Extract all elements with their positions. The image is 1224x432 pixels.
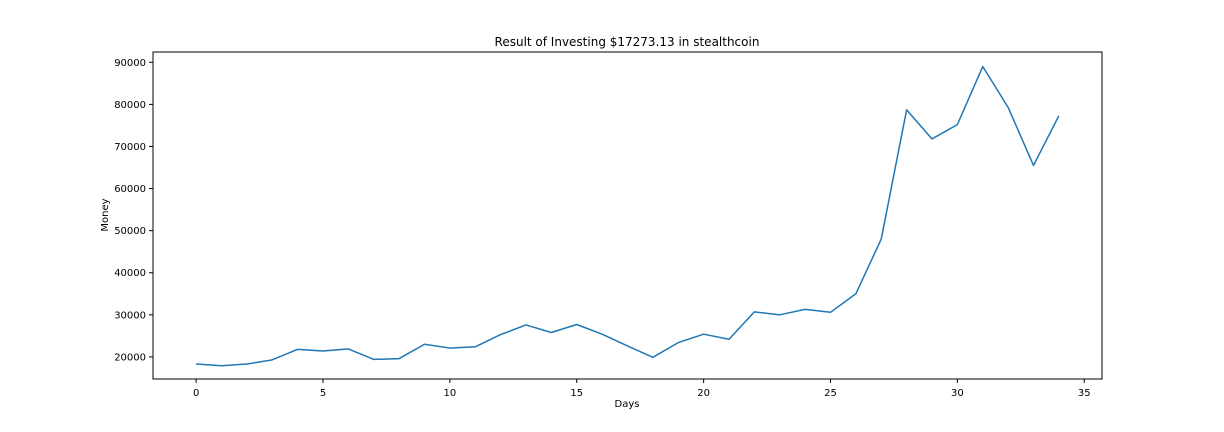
y-tick-label: 20000 — [114, 352, 146, 363]
y-tick-label: 70000 — [114, 142, 146, 153]
series-line-0 — [196, 65, 1060, 367]
x-axis-label: Days — [615, 399, 640, 410]
chart-title: Result of Investing $17273.13 in stealth… — [495, 35, 760, 49]
x-tick-label: 15 — [570, 388, 583, 399]
y-tick-label: 40000 — [114, 268, 146, 279]
plot-area — [152, 51, 1103, 380]
y-tick-label: 80000 — [114, 100, 146, 111]
x-tick-label: 10 — [444, 388, 457, 399]
series-layer — [196, 65, 1060, 367]
y-axis-label: Money — [100, 198, 111, 231]
y-tick-label: 50000 — [114, 226, 146, 237]
y-tick-label: 30000 — [114, 310, 146, 321]
x-tick-label: 30 — [951, 388, 964, 399]
x-tick-label: 0 — [193, 388, 199, 399]
x-tick-label: 5 — [320, 388, 326, 399]
x-axis: 0 5 10 15 20 25 30 35 — [193, 379, 1091, 399]
y-tick-label: 90000 — [114, 58, 146, 69]
x-tick-label: 25 — [824, 388, 837, 399]
y-axis: 20000 30000 40000 50000 60000 70000 80000 90000 — [114, 58, 153, 363]
y-tick-label: 60000 — [114, 184, 146, 195]
x-tick-label: 20 — [697, 388, 710, 399]
x-tick-label: 35 — [1078, 388, 1091, 399]
